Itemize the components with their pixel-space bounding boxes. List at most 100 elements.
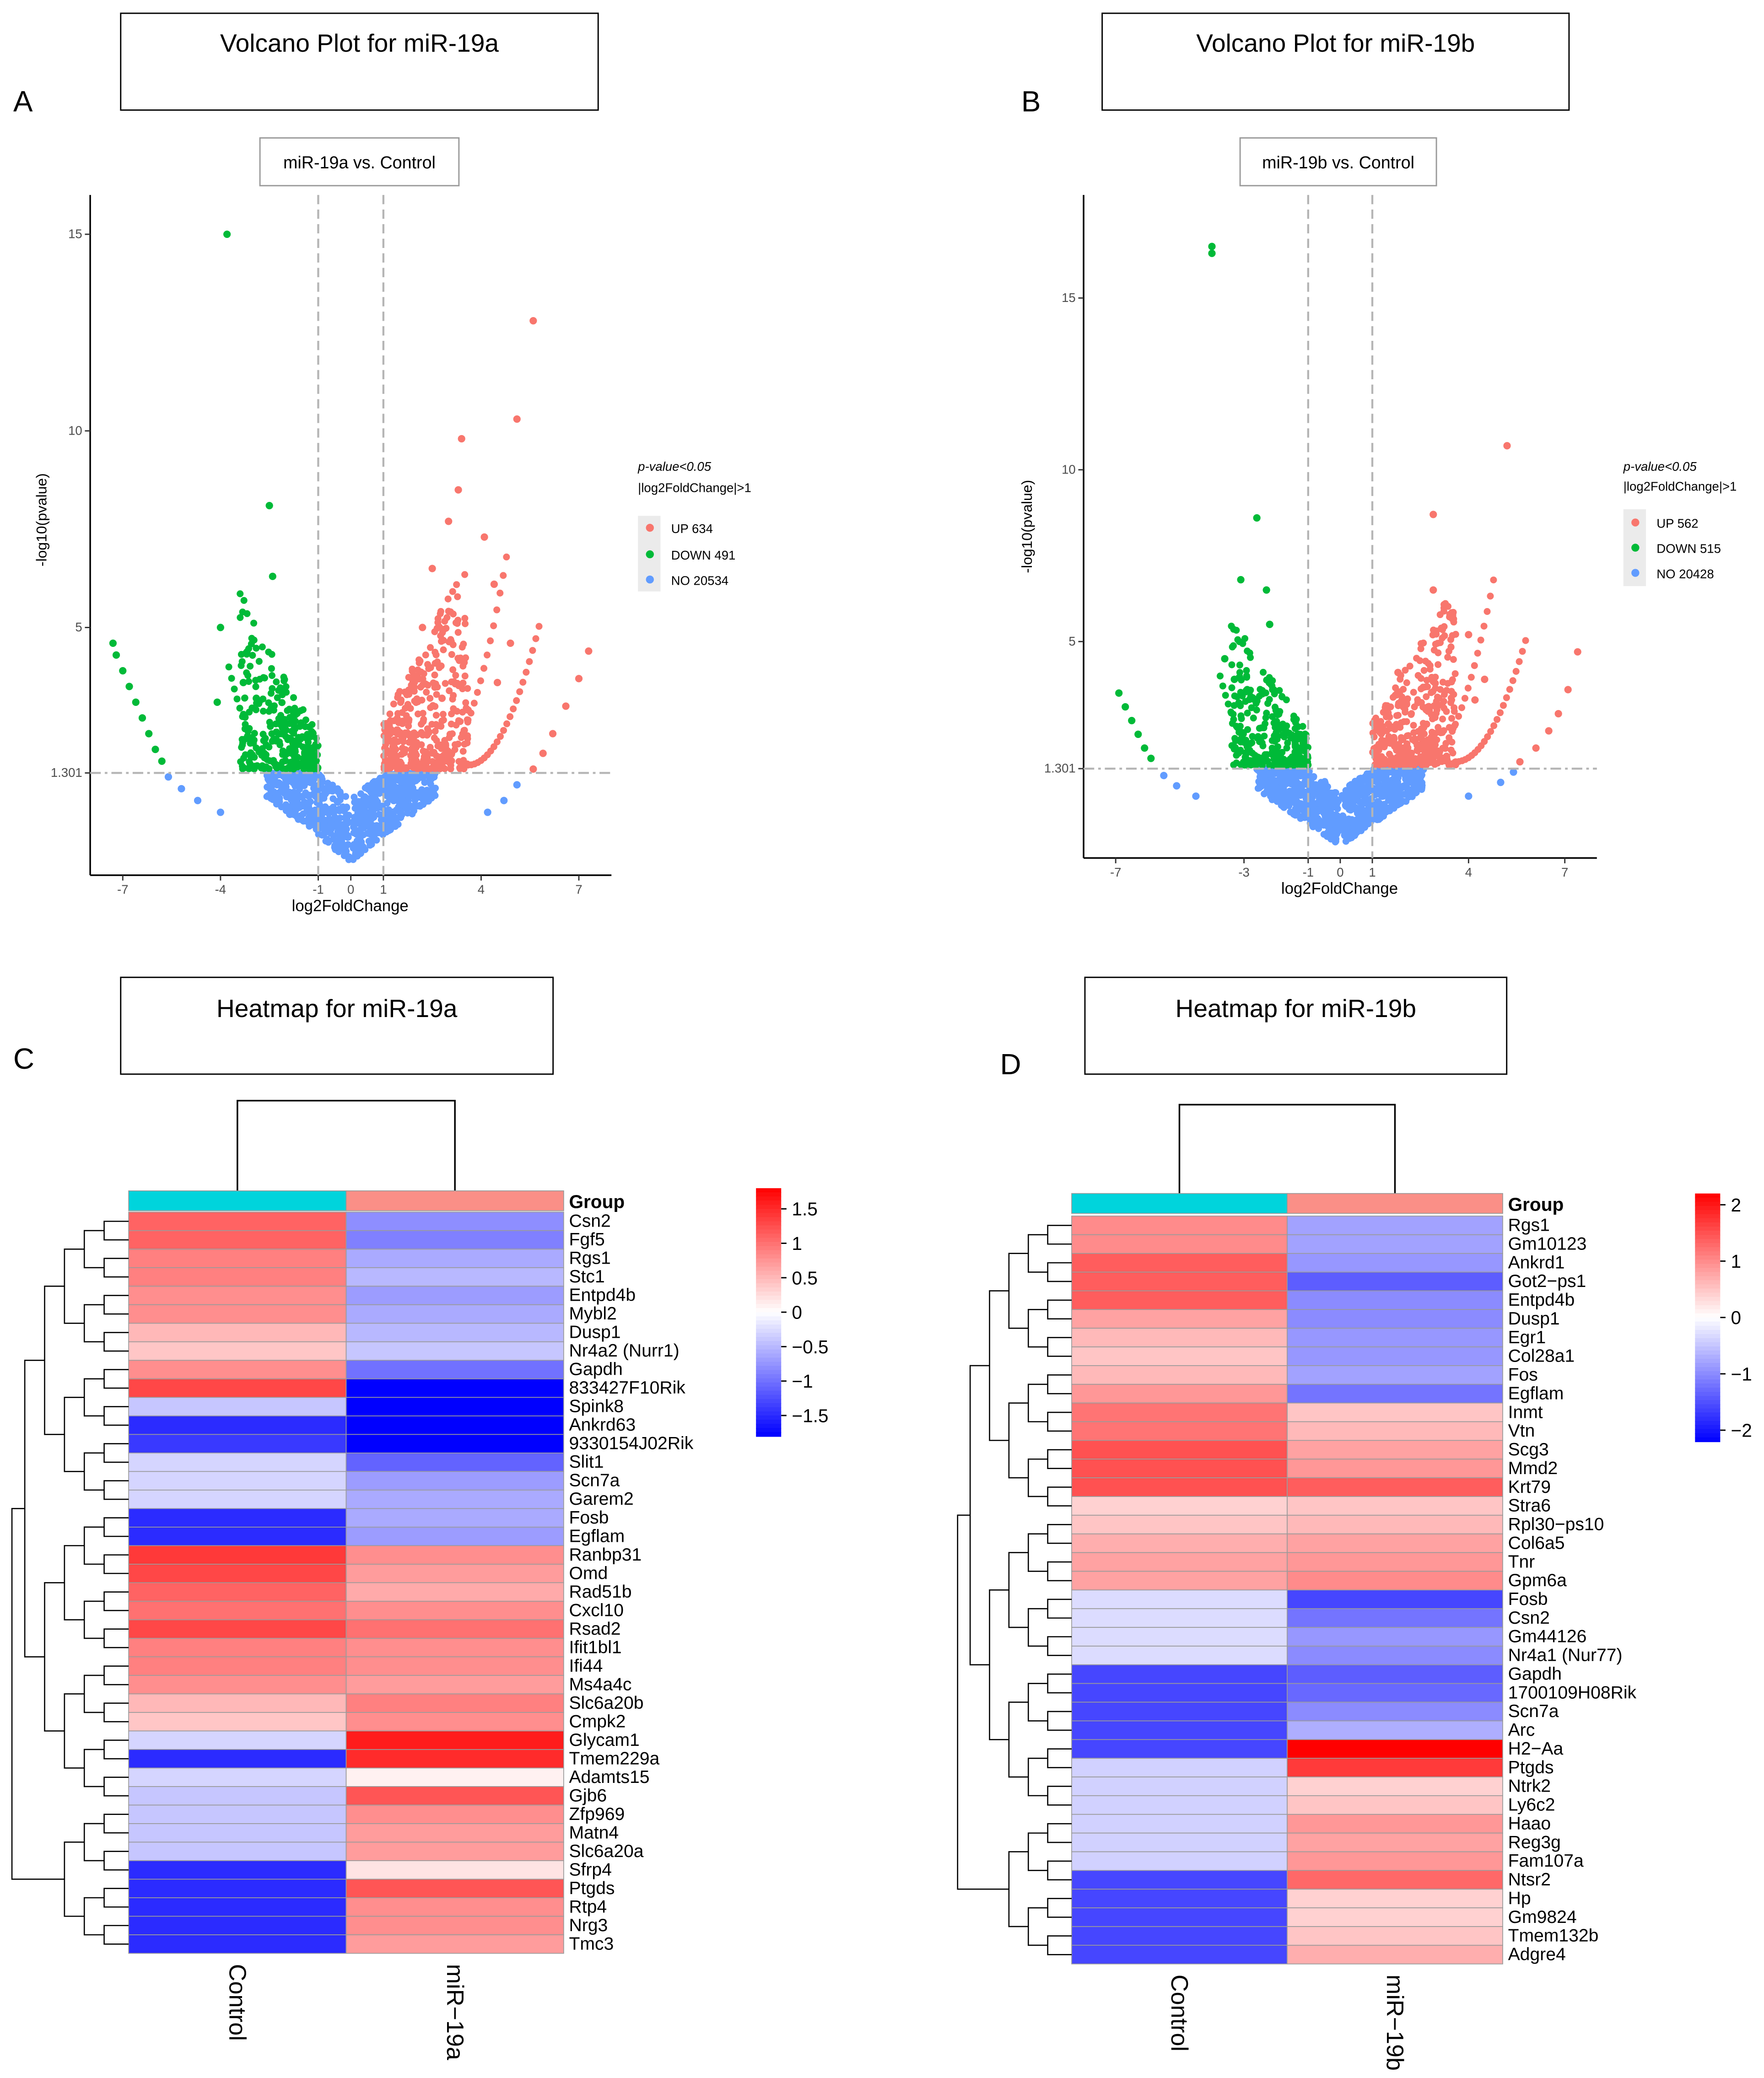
down-point	[309, 729, 317, 737]
heatmap-cell	[1071, 1664, 1288, 1684]
no-point	[1311, 821, 1318, 828]
up-point	[422, 651, 429, 659]
no-point	[1279, 781, 1286, 788]
row-label: Ranbp31	[569, 1545, 642, 1565]
up-point	[399, 720, 406, 727]
panel-b-legend-no: NO 20428	[1656, 567, 1714, 581]
up-point	[454, 740, 462, 748]
heatmap-cell	[345, 1526, 564, 1546]
no-point	[1272, 786, 1279, 794]
down-point	[279, 699, 286, 706]
up-point	[513, 697, 520, 704]
up-point	[585, 647, 593, 655]
colorbar: 1.5 1 0.5 0 −0.5 −1 −1.5	[756, 1188, 828, 1437]
up-point	[1411, 703, 1418, 711]
down-point	[1264, 700, 1272, 707]
heatmap-cell	[345, 1916, 564, 1935]
heatmap-cell	[128, 1619, 347, 1639]
down-point	[265, 743, 273, 751]
no-point	[1264, 786, 1271, 793]
colorbar-step	[1695, 1354, 1721, 1360]
colorbar-step	[756, 1329, 782, 1334]
heatmap-cell	[1287, 1683, 1503, 1703]
up-point	[1417, 734, 1424, 742]
up-point	[448, 710, 455, 717]
down-point	[244, 727, 252, 735]
x-tick-label: -1	[313, 883, 324, 897]
down-point	[1230, 761, 1237, 769]
down-point	[237, 614, 244, 621]
heatmap-cell	[128, 1397, 347, 1416]
heatmap-cell	[345, 1767, 564, 1787]
up-point	[1392, 684, 1399, 691]
up-point	[1393, 712, 1400, 719]
no-point	[1308, 799, 1316, 807]
background-points	[1216, 576, 1529, 845]
heatmap-cell	[1287, 1514, 1503, 1534]
y-tick-label: 15	[68, 227, 82, 241]
colorbar-step	[1695, 1437, 1721, 1443]
panel-b-plot: -7 -3 -1 0 1 4 7 1.301 5 10 15	[1044, 195, 1597, 879]
up-point	[575, 675, 583, 683]
up-point	[1494, 716, 1501, 723]
row-label: Nrg3	[569, 1916, 608, 1935]
colorbar-step	[756, 1374, 782, 1379]
row-label: 833427F10Rik	[569, 1378, 685, 1398]
up-point	[419, 624, 426, 631]
colorbar-step	[1695, 1416, 1721, 1421]
down-point	[268, 672, 275, 679]
no-point	[1419, 779, 1426, 786]
heatmap-cell	[128, 1508, 347, 1528]
colorbar-step	[756, 1320, 782, 1325]
panel-b-legend-cond1: p-value<0.05	[1623, 459, 1697, 474]
down-point	[1230, 625, 1237, 633]
no-point	[318, 776, 326, 783]
down-point	[242, 751, 249, 759]
colorbar-tick-label: −0.5	[792, 1336, 828, 1357]
colorbar-step	[1695, 1222, 1721, 1227]
row-label: Col6a5	[1508, 1533, 1565, 1553]
panel-a-label: A	[13, 85, 33, 118]
no-point	[1397, 784, 1405, 791]
down-point	[1296, 733, 1303, 740]
heatmap-cell	[1071, 1758, 1288, 1777]
row-label: Fam107a	[1508, 1851, 1584, 1871]
down-point	[247, 662, 254, 670]
down-point	[308, 721, 316, 728]
colorbar-step	[1695, 1276, 1721, 1281]
up-point	[458, 734, 465, 741]
no-point	[1352, 827, 1359, 834]
heatmap-cell	[128, 1767, 347, 1787]
down-point	[1262, 586, 1270, 594]
up-point	[1441, 632, 1448, 640]
colorbar-step	[756, 1254, 782, 1260]
heatmap-cell	[128, 1341, 347, 1361]
colorbar-step	[756, 1295, 782, 1301]
up-point	[1420, 752, 1427, 759]
down-point	[1243, 667, 1250, 674]
down-point	[265, 699, 272, 706]
heatmap-cell	[1071, 1870, 1288, 1890]
up-point	[1484, 733, 1491, 740]
colorbar-step	[756, 1209, 782, 1214]
heatmap-cell	[1287, 1421, 1503, 1441]
down-point	[247, 734, 254, 741]
up-point	[1419, 703, 1427, 711]
colorbar-step	[1695, 1359, 1721, 1364]
down-point	[1278, 693, 1286, 700]
heatmap-cell	[345, 1749, 564, 1769]
down-point	[213, 698, 221, 706]
row-label: Ptgds	[1508, 1758, 1554, 1777]
down-point	[268, 665, 275, 672]
no-point	[306, 820, 313, 827]
heatmap-cell	[1287, 1851, 1503, 1871]
colorbar-step	[756, 1275, 782, 1280]
heatmap-cell	[128, 1267, 347, 1287]
no-point	[1347, 786, 1354, 794]
heatmap-cell	[345, 1249, 564, 1268]
row-label: Entpd4b	[569, 1286, 636, 1305]
no-point	[1332, 789, 1339, 797]
up-point	[426, 694, 434, 702]
heatmap-cell	[128, 1601, 347, 1620]
